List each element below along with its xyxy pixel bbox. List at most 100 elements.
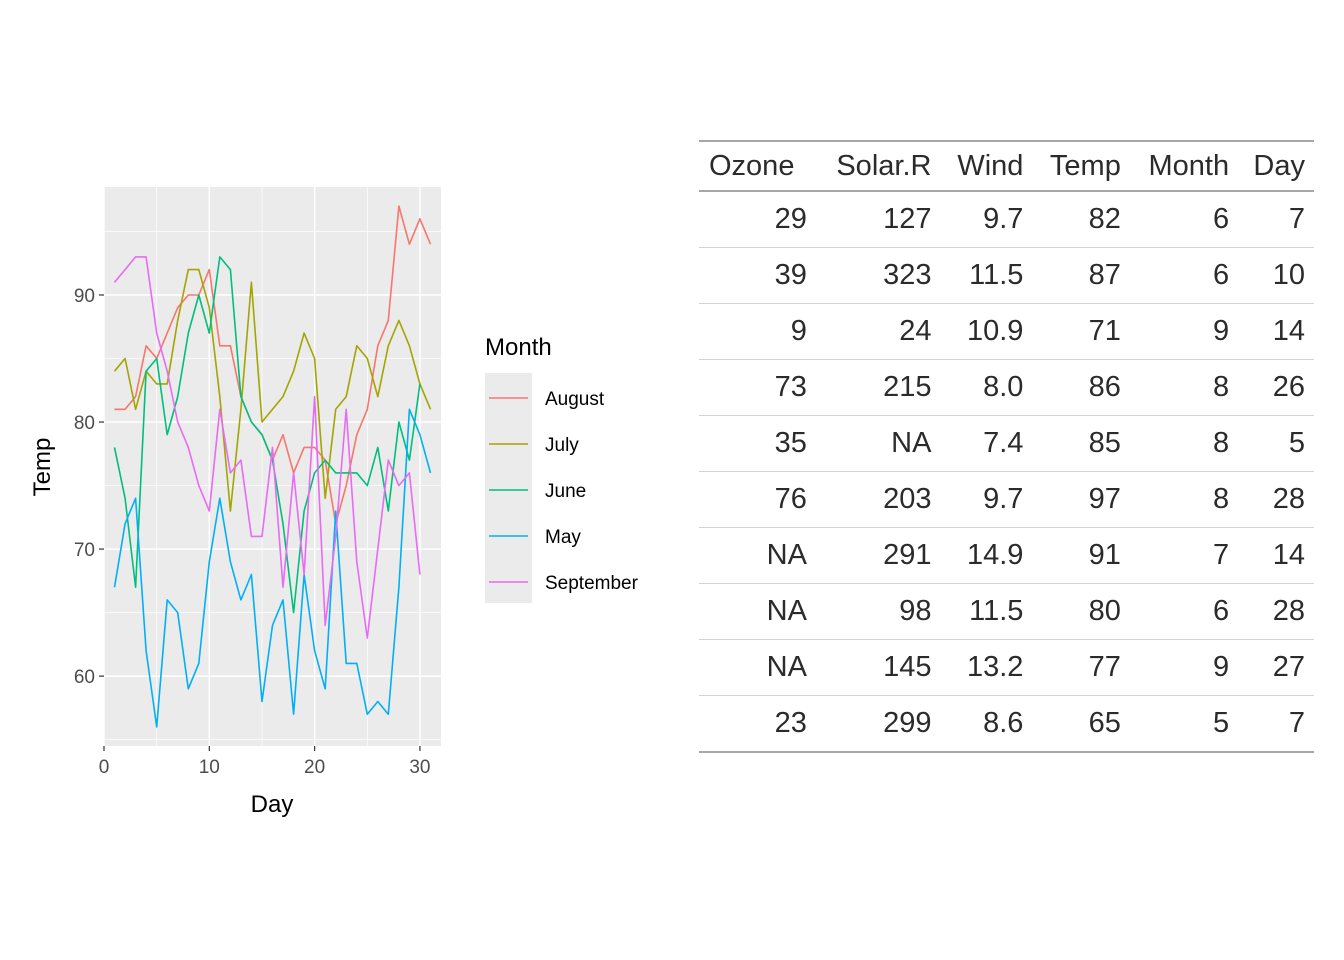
table-cell: 28 [1272, 595, 1305, 627]
table-cell: NA [891, 427, 932, 459]
legend-label-august: August [545, 389, 605, 410]
y-tick-label: 90 [74, 286, 95, 307]
table-cell: 7 [1288, 203, 1305, 235]
series-line-june [113, 256, 421, 614]
table-row: 35 NA 7.4 85 8 5 [699, 416, 1314, 472]
table-row: NA 291 14.9 91 7 14 [699, 528, 1314, 584]
table-cell: 11.5 [969, 595, 1024, 627]
x-tick-label: 10 [199, 757, 220, 778]
table-row: NA 98 11.5 80 6 28 [699, 584, 1314, 640]
axes: 0 10 20 30 60 70 80 90 [74, 286, 431, 778]
plot-panel [104, 187, 441, 746]
series-line-may [113, 408, 432, 728]
table-cell: 23 [774, 707, 807, 739]
table-row: 73 215 8.0 86 8 26 [699, 360, 1314, 416]
x-tick-label: 0 [99, 757, 110, 778]
table-cell: 9.7 [983, 203, 1024, 235]
table-cell: 127 [883, 203, 932, 235]
table-cell: 7.4 [983, 427, 1024, 459]
table-cell: 13.2 [966, 651, 1024, 683]
table-cell: 9.7 [983, 483, 1024, 515]
table-cell: 82 [1088, 203, 1121, 235]
table-cell: 35 [774, 427, 807, 459]
table-cell: 8 [1212, 427, 1230, 459]
table-cell: 14.9 [966, 539, 1024, 571]
table-row: 76 203 9.7 97 8 28 [699, 472, 1314, 528]
table-body: 29 127 9.7 82 6 7 39 323 11.5 87 6 10 9 24 10.9 71 9 14 73… [699, 191, 1314, 752]
table-cell: 80 [1088, 595, 1121, 627]
table-cell: 71 [1088, 315, 1121, 347]
table-cell: NA [766, 539, 807, 571]
table-cell: 6 [1212, 203, 1230, 235]
table-row: 23 299 8.6 65 5 7 [699, 696, 1314, 752]
x-axis-title: Day [251, 791, 294, 818]
table-cell: NA [766, 595, 807, 627]
table-cell: 6 [1212, 595, 1230, 627]
table-cell: 5 [1212, 707, 1230, 739]
column-header-month: Month [1148, 149, 1230, 182]
table-cell: 299 [883, 707, 932, 739]
column-header-wind: Wind [957, 149, 1024, 182]
table-cell: 145 [883, 651, 932, 683]
table-cell: NA [766, 651, 807, 683]
table-cell: 11.5 [969, 259, 1024, 291]
series-line-july [113, 268, 432, 512]
table-cell: 7 [1212, 539, 1230, 571]
table-cell: 97 [1088, 483, 1121, 515]
table-cell: 14 [1272, 315, 1305, 347]
table-cell: 24 [899, 315, 932, 347]
table-cell: 86 [1088, 371, 1121, 403]
table-cell: 9 [1212, 651, 1230, 683]
table-cell: 9 [1212, 315, 1230, 347]
table-cell: 87 [1088, 259, 1121, 291]
series-line-september [113, 256, 421, 639]
table-cell: 28 [1272, 483, 1305, 515]
table-cell: 65 [1088, 707, 1121, 739]
table-row: NA 145 13.2 77 9 27 [699, 640, 1314, 696]
table-cell: 73 [774, 371, 807, 403]
table-cell: 5 [1288, 427, 1305, 459]
table-cell: 8.0 [983, 371, 1024, 403]
table-cell: 10.9 [966, 315, 1024, 347]
y-tick-label: 80 [74, 413, 95, 434]
table-cell: 91 [1088, 539, 1121, 571]
table-cell: 85 [1088, 427, 1121, 459]
table-cell: 215 [883, 371, 932, 403]
table-cell: 323 [883, 259, 932, 291]
series-lines [113, 205, 432, 728]
table-row: 9 24 10.9 71 9 14 [699, 304, 1314, 360]
y-tick-label: 70 [74, 540, 95, 561]
table-cell: 7 [1288, 707, 1305, 739]
table-cell: 77 [1088, 651, 1121, 683]
table-row: 39 323 11.5 87 6 10 [699, 248, 1314, 304]
legend-title: Month [485, 334, 552, 361]
table-cell: 39 [774, 259, 807, 291]
table-header-row: Ozone Solar.R Wind Temp Month Day [699, 141, 1314, 191]
table-cell: 27 [1272, 651, 1305, 683]
column-header-temp: Temp [1049, 149, 1121, 182]
column-header-day: Day [1253, 149, 1305, 182]
table-cell: 14 [1272, 539, 1305, 571]
table-cell: 76 [774, 483, 807, 515]
table-cell: 26 [1272, 371, 1305, 403]
column-header-solar-r: Solar.R [836, 149, 932, 182]
table-cell: 291 [883, 539, 932, 571]
legend-label-may: May [545, 527, 581, 548]
air-quality-table: Ozone Solar.R Wind Temp Month Day 29 127 9.7 82 6… [699, 140, 1314, 753]
table-cell: 8 [1212, 483, 1230, 515]
legend-key-background [485, 373, 532, 603]
temp-line-chart: 0 10 20 30 60 70 80 90 Day Temp Month August Jul… [29, 187, 639, 818]
legend-label-june: June [545, 481, 586, 502]
table-cell: 98 [899, 595, 932, 627]
x-tick-label: 20 [304, 757, 325, 778]
legend-label-september: September [545, 573, 639, 594]
table-cell: 9 [790, 315, 807, 347]
table-cell: 8.6 [983, 707, 1024, 739]
legend: Month August July June May September [485, 334, 639, 603]
x-tick-label: 30 [409, 757, 430, 778]
y-tick-label: 60 [74, 667, 95, 688]
table-cell: 8 [1212, 371, 1230, 403]
table-cell: 10 [1272, 259, 1305, 291]
column-header-ozone: Ozone [709, 149, 795, 182]
y-axis-title: Temp [29, 438, 56, 497]
